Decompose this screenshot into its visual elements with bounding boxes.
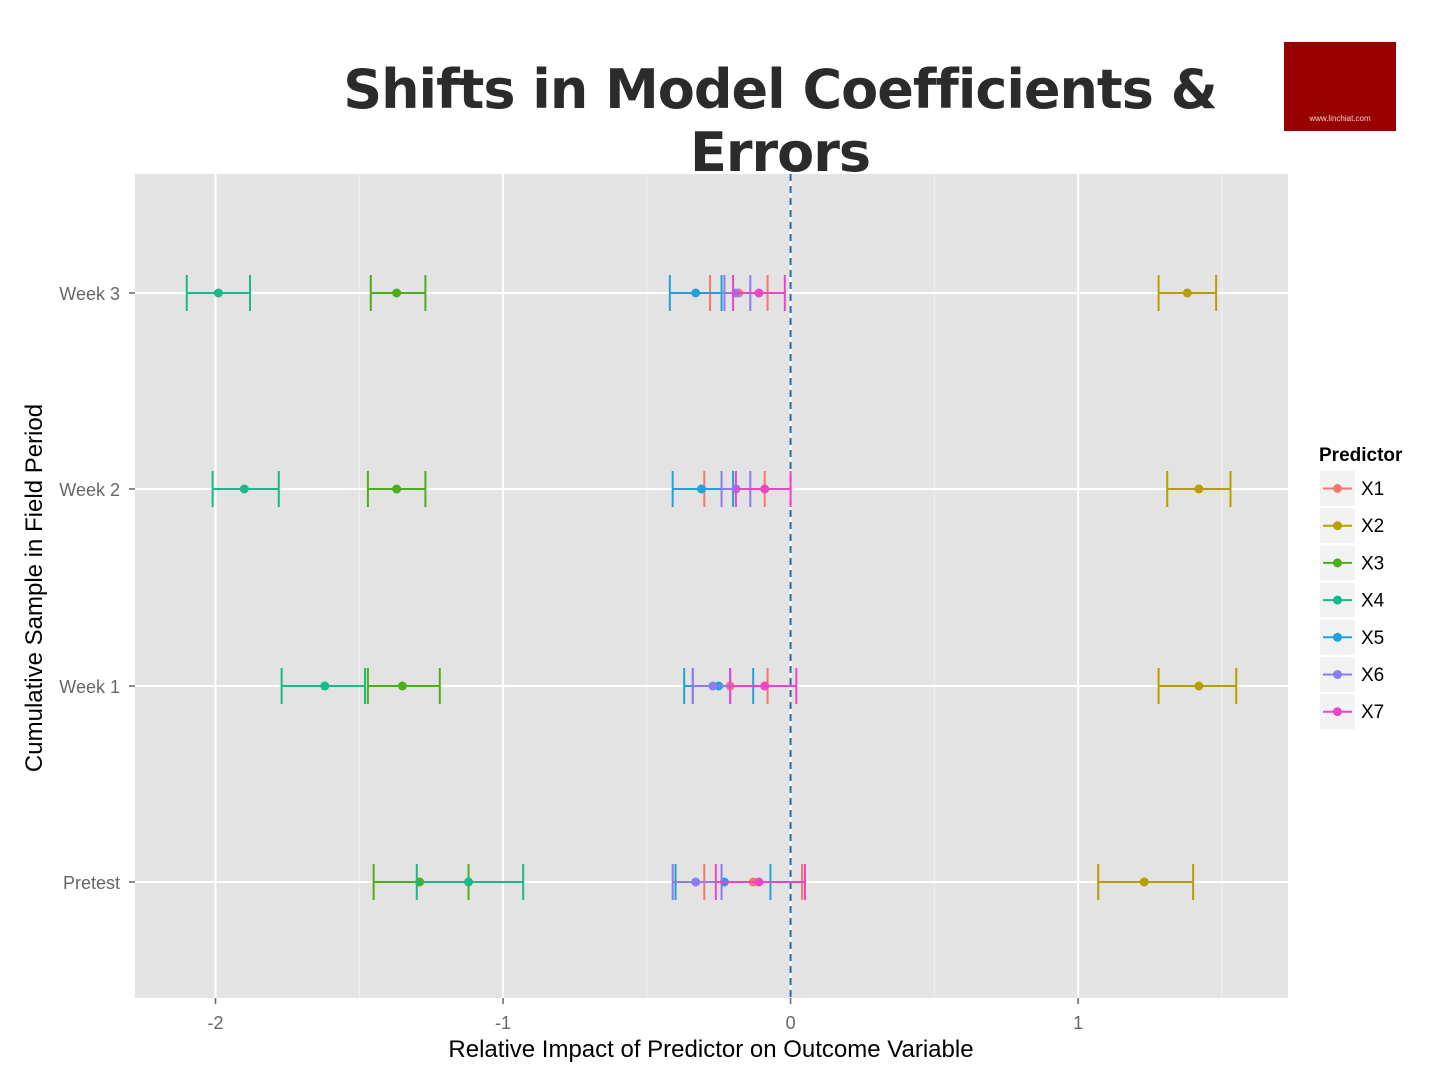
- point-x2: [1194, 484, 1204, 494]
- errorbar-x7: [729, 668, 798, 704]
- x-tick-label: 0: [786, 1013, 796, 1033]
- legend-item-x3: X3: [1320, 545, 1384, 581]
- point-x5: [696, 484, 706, 494]
- legend-label: X3: [1361, 553, 1384, 574]
- point-x2: [1194, 681, 1204, 691]
- y-tick-label: Week 3: [59, 284, 120, 304]
- point-x2: [1139, 877, 1149, 887]
- errorbar-x7: [714, 864, 806, 900]
- plot-panel: [135, 174, 1288, 998]
- errorbar-x3: [366, 668, 441, 704]
- errorbar-x6: [671, 864, 723, 900]
- errorbar-x5: [668, 275, 723, 311]
- legend-item-x1: X1: [1320, 471, 1384, 506]
- errorbar-x4: [415, 864, 525, 900]
- errorbar-x3: [369, 275, 427, 311]
- errorbar-x7: [732, 275, 786, 311]
- legend-label: X5: [1361, 628, 1384, 649]
- errorbar-x3: [366, 471, 427, 507]
- legend-label: X7: [1361, 702, 1384, 723]
- logo-text: www.linchiat.com: [1309, 114, 1371, 123]
- x-tick-label: 1: [1073, 1013, 1083, 1033]
- legend-title: Predictor: [1319, 445, 1403, 466]
- errorbar-x4: [185, 275, 252, 311]
- legend-item-x7: X7: [1320, 694, 1384, 730]
- point-x7: [760, 681, 770, 691]
- x-tick-label: -2: [208, 1013, 224, 1033]
- legend-label: X6: [1361, 665, 1384, 686]
- errorbar-x2: [1166, 471, 1232, 507]
- x-tick-label: -1: [495, 1013, 511, 1033]
- legend-item-x5: X5: [1320, 619, 1384, 655]
- legend-label: X4: [1361, 591, 1385, 612]
- point-x3: [392, 484, 402, 494]
- y-axis-title: Cumulative Sample in Field Period: [21, 404, 48, 772]
- y-tick-label: Pretest: [63, 873, 120, 893]
- point-x4: [213, 288, 223, 298]
- point-x6: [691, 877, 701, 887]
- legend-label: X2: [1361, 516, 1384, 537]
- point-x2: [1182, 288, 1192, 298]
- errorbar-x7: [734, 471, 792, 507]
- errorbar-x2: [1097, 864, 1195, 900]
- errorbar-x2: [1157, 275, 1218, 311]
- point-x7: [754, 288, 764, 298]
- point-x7: [754, 877, 764, 887]
- x-axis-title: Relative Impact of Predictor on Outcome …: [448, 1036, 973, 1063]
- errorbar-x4: [211, 471, 280, 507]
- point-x4: [239, 484, 249, 494]
- chart-title: Shifts in Model Coefficients & Errors: [343, 58, 1218, 184]
- legend-label: X1: [1361, 479, 1384, 500]
- legend-item-x6: X6: [1320, 657, 1384, 692]
- point-x7: [760, 484, 770, 494]
- y-tick-label: Week 1: [59, 677, 120, 697]
- point-x3: [397, 681, 407, 691]
- errorbar-x4: [280, 668, 367, 704]
- point-x6: [708, 681, 718, 691]
- point-x3: [392, 288, 402, 298]
- errorbar-x2: [1157, 668, 1238, 704]
- logo: www.linchiat.com: [1284, 42, 1396, 131]
- point-x4: [464, 877, 474, 887]
- y-tick-label: Week 2: [59, 480, 120, 500]
- point-x4: [320, 681, 330, 691]
- legend-item-x2: X2: [1320, 508, 1384, 544]
- legend-item-x4: X4: [1320, 582, 1385, 618]
- point-x5: [691, 288, 701, 298]
